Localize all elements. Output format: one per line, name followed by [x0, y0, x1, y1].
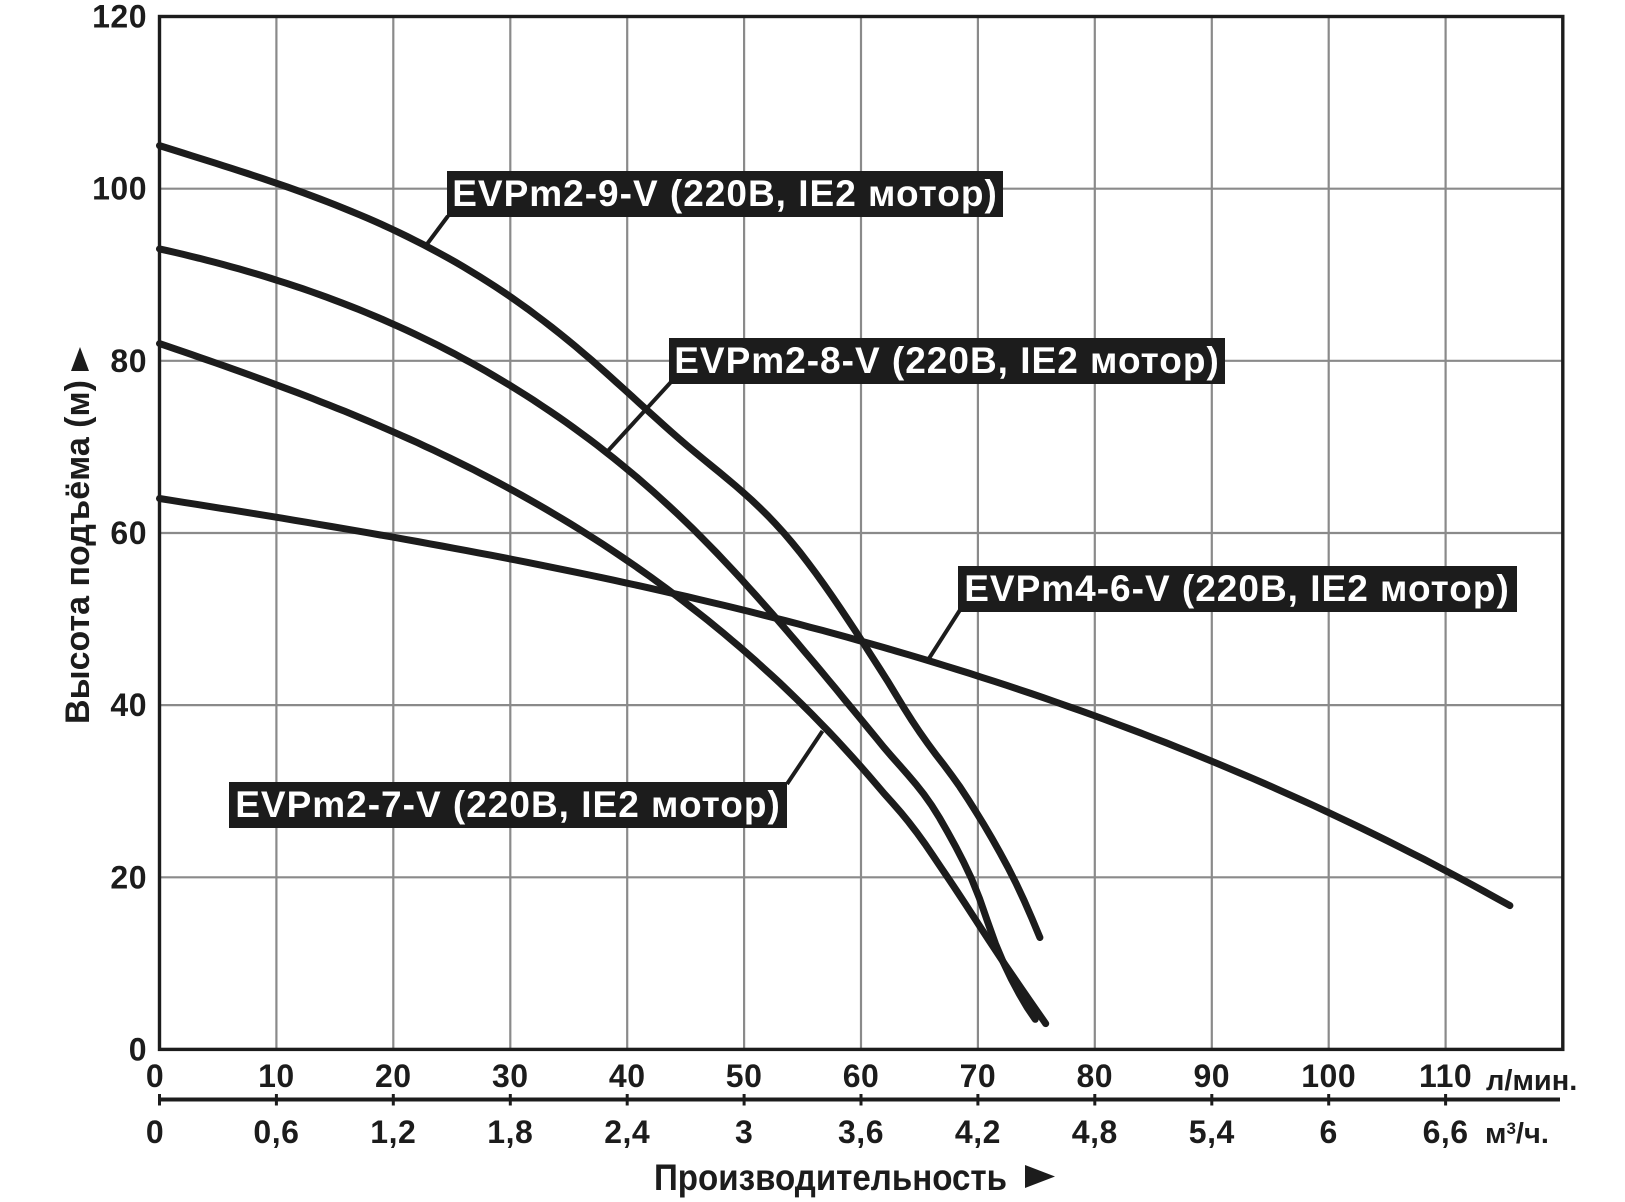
- svg-text:0: 0: [146, 1114, 164, 1150]
- svg-text:3,6: 3,6: [838, 1114, 884, 1150]
- svg-text:60: 60: [110, 515, 147, 551]
- svg-text:10: 10: [258, 1058, 295, 1094]
- svg-text:Производительность: Производительность: [654, 1157, 1007, 1198]
- svg-text:100: 100: [92, 171, 147, 207]
- svg-text:60: 60: [843, 1058, 880, 1094]
- svg-text:4,8: 4,8: [1072, 1114, 1118, 1150]
- svg-text:20: 20: [110, 859, 147, 895]
- svg-text:50: 50: [726, 1058, 763, 1094]
- svg-text:1,8: 1,8: [487, 1114, 533, 1150]
- svg-text:4,2: 4,2: [955, 1114, 1001, 1150]
- svg-text:90: 90: [1194, 1058, 1231, 1094]
- svg-text:120: 120: [92, 0, 147, 35]
- svg-text:70: 70: [960, 1058, 997, 1094]
- svg-text:EVPm2-8-V (220В, IE2 мотор): EVPm2-8-V (220В, IE2 мотор): [674, 340, 1220, 381]
- svg-text:2,4: 2,4: [604, 1114, 650, 1150]
- svg-text:EVPm4-6-V (220В, IE2 мотор): EVPm4-6-V (220В, IE2 мотор): [964, 568, 1510, 609]
- svg-text:110: 110: [1419, 1058, 1472, 1094]
- svg-text:EVPm2-7-V (220В, IE2 мотор): EVPm2-7-V (220В, IE2 мотор): [235, 784, 781, 825]
- svg-text:л/мин.: л/мин.: [1486, 1065, 1577, 1097]
- svg-text:6: 6: [1320, 1114, 1338, 1150]
- svg-text:0,6: 0,6: [253, 1114, 299, 1150]
- svg-text:30: 30: [492, 1058, 529, 1094]
- svg-text:0: 0: [129, 1031, 147, 1067]
- svg-text:100: 100: [1301, 1058, 1356, 1094]
- svg-text:Высота подъёма (м): Высота подъёма (м): [59, 380, 97, 724]
- svg-text:1,2: 1,2: [370, 1114, 416, 1150]
- svg-text:6,6: 6,6: [1423, 1114, 1469, 1150]
- svg-text:5,4: 5,4: [1189, 1114, 1235, 1150]
- svg-text:80: 80: [110, 343, 147, 379]
- svg-text:40: 40: [609, 1058, 646, 1094]
- svg-text:80: 80: [1077, 1058, 1114, 1094]
- svg-text:3: 3: [735, 1114, 753, 1150]
- svg-text:20: 20: [375, 1058, 412, 1094]
- svg-text:40: 40: [110, 687, 147, 723]
- svg-text:EVPm2-9-V (220В, IE2 мотор): EVPm2-9-V (220В, IE2 мотор): [452, 173, 998, 214]
- svg-text:0: 0: [146, 1058, 164, 1094]
- svg-text:м3/ч.: м3/ч.: [1485, 1118, 1549, 1150]
